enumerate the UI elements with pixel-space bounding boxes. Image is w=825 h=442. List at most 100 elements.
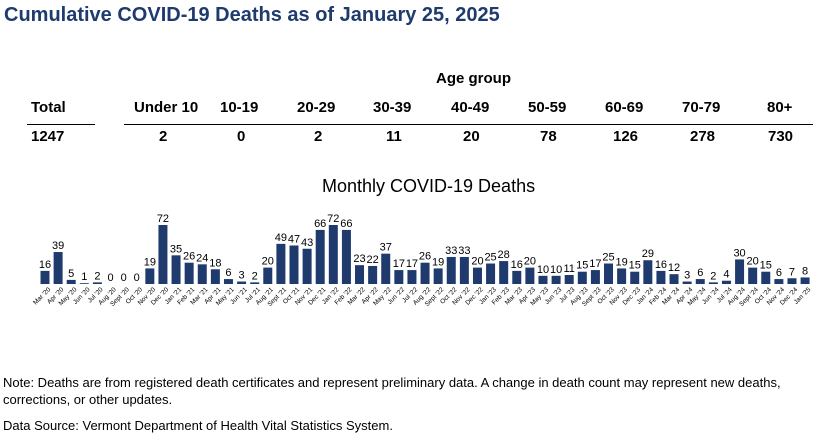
bar [669,274,679,284]
data-label: 22 [367,254,379,266]
data-label: 0 [121,272,127,284]
data-label: 72 [327,213,339,225]
data-label: 20 [262,256,274,268]
age-value-80-plus: 730 [768,128,794,145]
data-label: 8 [802,265,808,277]
data-label: 5 [68,268,74,280]
bar [66,279,76,284]
age-header-10-19: 10-19 [220,99,259,116]
age-group-label: Age group [436,70,511,87]
bar [145,268,155,284]
bar [708,282,718,284]
bar [276,243,286,284]
age-value-40-49: 20 [463,128,480,145]
age-header-40-49: 40-49 [451,99,490,116]
data-label: 12 [668,262,680,274]
bar [407,270,417,284]
bar [604,263,614,284]
note-text: Note: Deaths are from registered death c… [3,375,781,407]
data-label: 33 [458,245,470,257]
data-label: 28 [498,249,510,261]
data-label: 6 [697,267,703,279]
data-label: 19 [432,256,444,268]
bar [590,270,600,284]
data-label: 35 [170,243,182,255]
age-value-10-19: 0 [237,128,246,145]
bar [472,267,482,284]
bar [237,281,247,284]
data-label: 47 [288,233,300,245]
data-label: 4 [723,269,729,281]
data-label: 25 [602,252,614,264]
bar [617,268,627,284]
chart-title: Monthly COVID-19 Deaths [322,176,536,196]
bar [630,271,640,284]
data-label: 0 [107,272,113,284]
data-label: 11 [563,263,574,275]
bar [328,225,338,284]
age-header-50-59: 50-59 [528,99,567,116]
data-label: 26 [419,251,431,263]
age-value-under-10: 2 [159,128,168,145]
bar [486,263,496,284]
bar [250,282,260,284]
bar [420,262,430,284]
page-title: Cumulative COVID-19 Deaths as of January… [4,4,500,26]
data-label: 7 [789,266,795,278]
age-header-30-39: 30-39 [373,99,412,116]
data-label: 24 [196,252,208,264]
bar [210,269,220,284]
bar [577,271,587,284]
data-label: 29 [642,248,654,260]
bar [787,278,797,284]
bar [656,270,666,284]
age-group-underline [124,124,813,125]
bar [512,270,522,284]
data-label: 26 [183,251,195,263]
bar [315,229,325,284]
data-label: 2 [252,270,258,282]
data-label: 6 [776,267,782,279]
data-label: 66 [340,218,352,230]
age-header-under-10: Under 10 [134,99,199,116]
age-value-60-69: 126 [613,128,639,145]
data-label: 20 [524,256,536,268]
bar [368,265,378,284]
bar [184,262,194,284]
data-label: 15 [576,260,588,272]
data-label: 16 [511,259,523,271]
data-label: 10 [537,264,549,276]
bar [92,282,102,284]
age-header-70-79: 70-79 [682,99,721,116]
bar [302,248,312,284]
data-label: 33 [445,245,457,257]
data-label: 17 [406,258,418,270]
bar [748,267,758,284]
bar [289,245,299,284]
data-label: 25 [484,252,496,264]
data-label: 19 [144,256,156,268]
age-header-80-plus: 80+ [767,99,793,116]
bar [171,255,181,284]
bar [800,277,810,284]
data-label: 17 [589,258,601,270]
bar [774,279,784,284]
bar [761,271,771,284]
bar [538,275,548,284]
data-label: 15 [760,260,772,272]
data-label: 23 [353,253,365,265]
data-label: 2 [710,270,716,282]
bar [223,279,233,284]
bar [643,260,653,284]
data-label: 66 [314,218,326,230]
data-label: 19 [615,256,627,268]
age-value-50-59: 78 [540,128,557,145]
bar [499,261,509,284]
data-label: 10 [550,264,562,276]
age-header-20-29: 20-29 [297,99,336,116]
data-label: 20 [747,256,759,268]
data-label: 6 [225,267,231,279]
bar [459,256,469,284]
bar [394,270,404,284]
